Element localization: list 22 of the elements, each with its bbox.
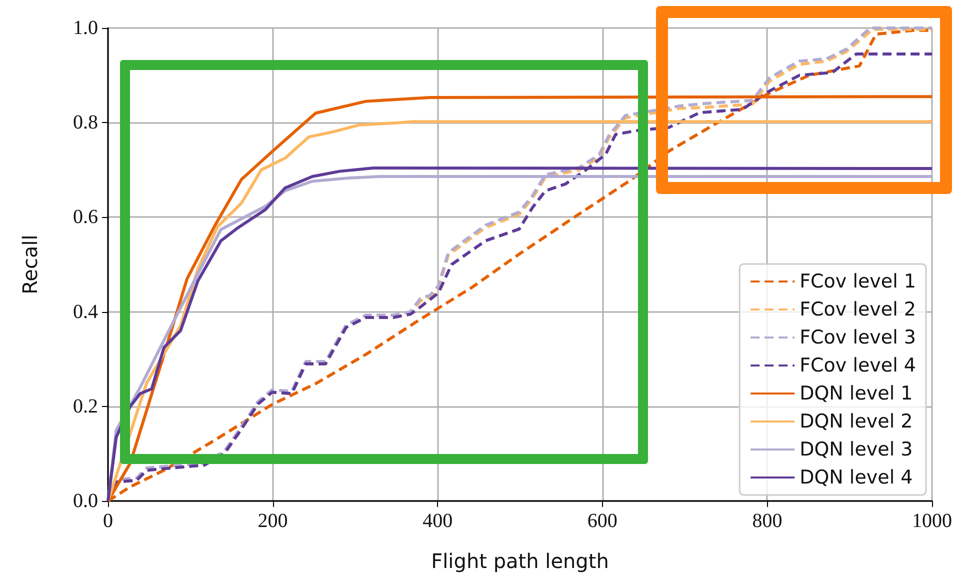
y-tick-label: 0.2 [73, 395, 98, 418]
y-tick-label: 0.8 [73, 112, 98, 134]
legend-label: FCov level 3 [800, 326, 916, 348]
y-tick-label: 0.6 [73, 206, 98, 228]
y-axis-title: Recall [18, 234, 42, 294]
y-tick-label: 0.0 [73, 490, 98, 512]
x-tick-label: 200 [258, 510, 288, 532]
x-tick-label: 800 [752, 510, 782, 532]
x-tick-label: 1000 [912, 510, 952, 532]
legend-label: FCov level 4 [800, 354, 916, 376]
y-tick-label: 0.4 [73, 300, 98, 323]
legend-label: DQN level 4 [800, 466, 913, 488]
x-tick-label: 600 [587, 510, 618, 532]
x-axis-title: Flight path length [431, 549, 609, 573]
legend-label: DQN level 3 [800, 438, 913, 460]
legend-label: FCov level 2 [800, 298, 916, 320]
legend-label: DQN level 1 [800, 382, 913, 404]
y-tick-label: 1.0 [73, 17, 98, 39]
legend-label: DQN level 2 [800, 410, 913, 432]
x-tick-label: 0 [103, 510, 113, 532]
legend-label: FCov level 1 [800, 270, 916, 292]
x-tick-label: 400 [422, 510, 453, 532]
